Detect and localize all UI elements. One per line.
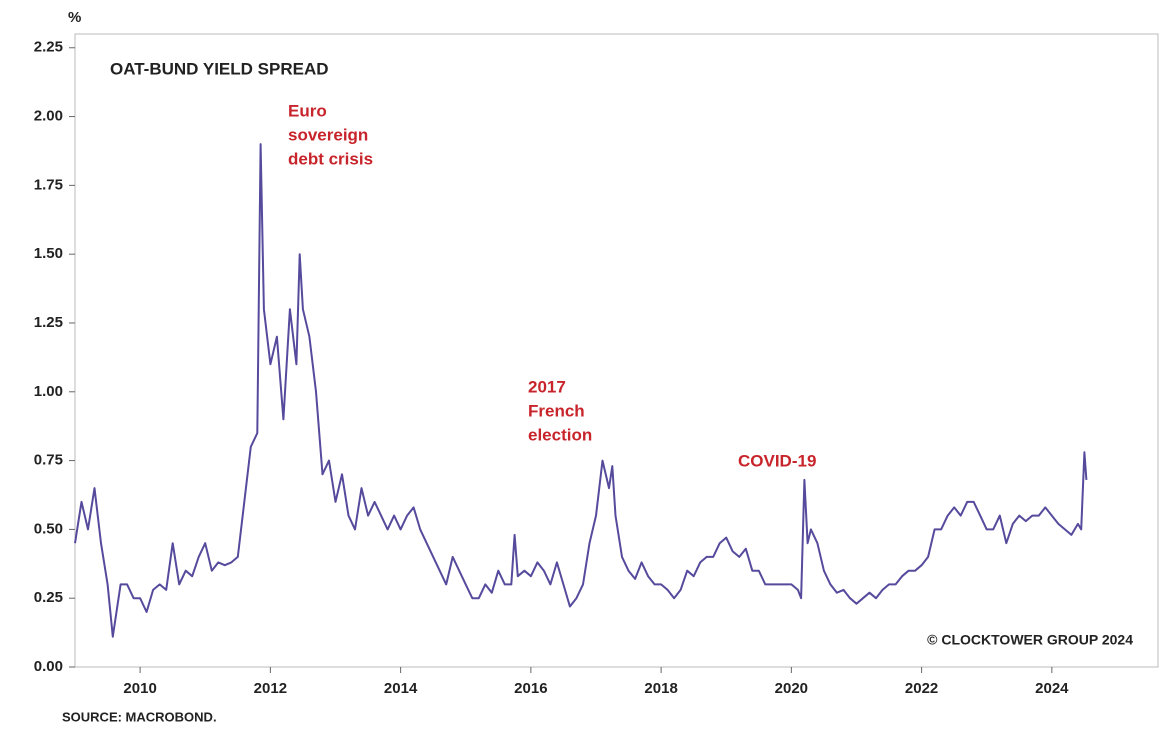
y-tick-label: 0.00 (34, 658, 63, 675)
annotation: debt crisis (288, 149, 373, 168)
x-tick-label: 2014 (384, 680, 418, 697)
y-tick-label: 0.50 (34, 520, 63, 537)
y-tick-label: 2.00 (34, 108, 63, 125)
annotation: sovereign (288, 125, 368, 144)
line-series (74, 143, 1088, 638)
annotation: 2017 (528, 377, 566, 396)
x-tick-label: 2012 (254, 680, 287, 697)
y-tick-label: 0.75 (34, 452, 63, 469)
y-unit: % (68, 9, 81, 26)
x-tick-label: 2016 (514, 680, 547, 697)
annotation: Euro (288, 101, 327, 120)
y-tick-label: 1.50 (34, 245, 63, 262)
x-tick-label: 2020 (775, 680, 808, 697)
x-tick-label: 2022 (905, 680, 938, 697)
y-tick-label: 2.25 (34, 39, 63, 56)
x-tick-label: 2018 (644, 680, 677, 697)
chart-title: OAT-BUND YIELD SPREAD (110, 59, 329, 78)
annotation: election (528, 425, 592, 444)
plot-frame (74, 33, 1159, 668)
annotation: French (528, 401, 585, 420)
credit: © CLOCKTOWER GROUP 2024 (927, 632, 1133, 648)
y-tick-label: 0.25 (34, 589, 63, 606)
y-tick-label: 1.75 (34, 176, 63, 193)
x-tick-label: 2024 (1035, 680, 1069, 697)
source: SOURCE: MACROBOND. (62, 709, 217, 724)
x-tick-label: 2010 (123, 680, 156, 697)
annotation: COVID-19 (738, 451, 816, 470)
y-tick-label: 1.25 (34, 314, 63, 331)
y-tick-label: 1.00 (34, 383, 63, 400)
